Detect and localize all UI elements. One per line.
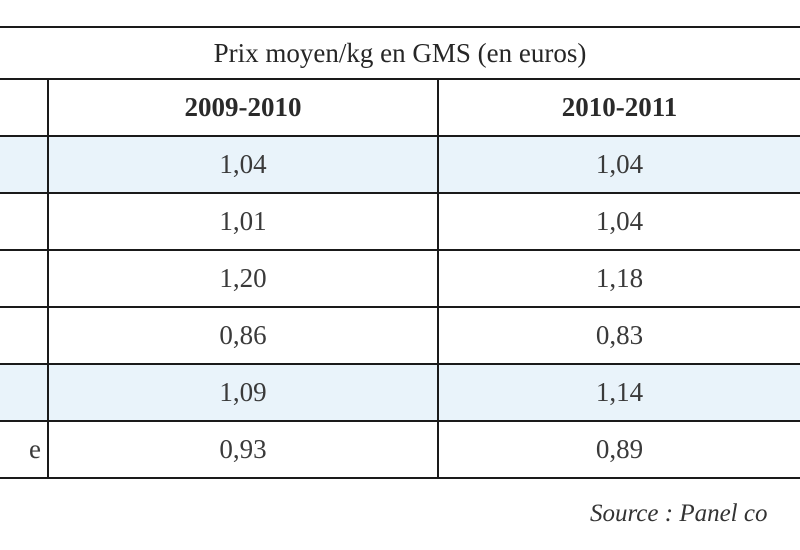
table-title: Prix moyen/kg en GMS (en euros) [213,37,587,68]
source-note: Source : Panel co [590,500,768,527]
row-label: e [0,422,49,477]
cell-2010-2011: 0,83 [595,320,644,350]
cell-2010-2011: 1,14 [595,377,644,407]
cell-2009-2010: 0,93 [49,422,439,477]
row-label [0,137,49,192]
table-row: 1,01 1,04 [0,194,800,251]
row-label [0,365,49,420]
cell-2009-2010: 1,09 [49,365,439,420]
header-label-cell [0,80,49,135]
cell-2009-2010: 1,04 [49,137,439,192]
column-header-2010-2011: 2010-2011 [561,92,678,122]
table-row: 1,09 1,14 [0,365,800,422]
table-row: e 0,93 0,89 [0,422,800,479]
cell-2010-2011: 1,04 [595,206,644,236]
table-row: 1,20 1,18 [0,251,800,308]
price-table: 2009-2010 2010-2011 1,04 1,04 1,01 1,04 … [0,80,800,479]
cell-2010-2011: 0,89 [595,434,644,464]
table-title-band: Prix moyen/kg en GMS (en euros) [0,26,800,80]
row-label [0,251,49,306]
cell-2009-2010: 1,20 [49,251,439,306]
cell-2009-2010: 0,86 [49,308,439,363]
table-row: 1,04 1,04 [0,137,800,194]
row-label [0,194,49,249]
cell-2009-2010: 1,01 [49,194,439,249]
table-row: 0,86 0,83 [0,308,800,365]
table-header-row: 2009-2010 2010-2011 [0,80,800,137]
column-header-2009-2010: 2009-2010 [49,80,439,135]
cell-2010-2011: 1,18 [595,263,644,293]
row-label [0,308,49,363]
cell-2010-2011: 1,04 [595,149,644,179]
